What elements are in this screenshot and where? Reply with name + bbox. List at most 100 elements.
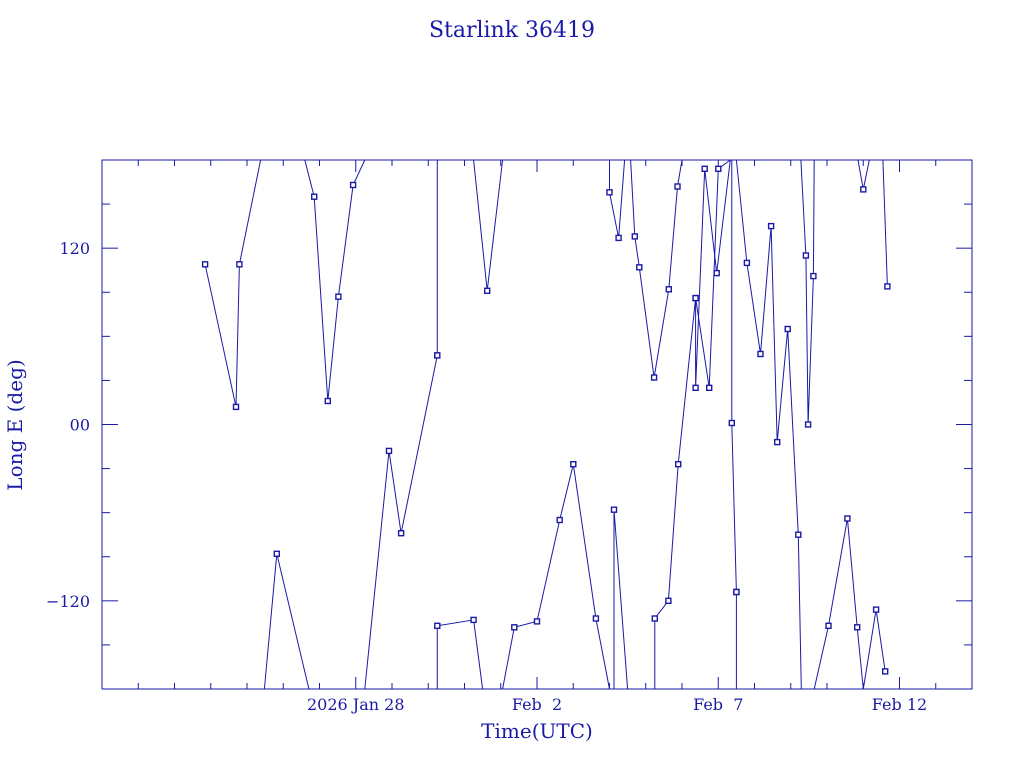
series-line bbox=[364, 355, 438, 690]
plot-frame bbox=[101, 159, 973, 690]
data-point bbox=[273, 550, 280, 557]
data-point bbox=[767, 222, 775, 230]
series-line bbox=[502, 464, 610, 690]
x-tick-label: Feb 7 bbox=[693, 695, 743, 714]
data-point bbox=[610, 506, 618, 513]
data-point bbox=[201, 261, 209, 268]
series-segment-10 bbox=[610, 506, 629, 690]
data-point bbox=[784, 325, 791, 333]
data-point bbox=[825, 622, 832, 629]
y-axis-ticks: 120 00 −120 bbox=[46, 203, 972, 646]
series-line bbox=[609, 159, 626, 238]
series-segment-6 bbox=[434, 616, 484, 690]
data-point bbox=[854, 624, 861, 631]
data-point bbox=[844, 515, 851, 522]
series-segment-19 bbox=[857, 159, 870, 193]
series-line bbox=[204, 159, 262, 408]
series-group bbox=[201, 159, 891, 690]
chart-title: Starlink 36419 bbox=[429, 18, 595, 43]
x-tick-label: Feb 2 bbox=[512, 695, 562, 714]
data-point bbox=[385, 447, 393, 455]
data-point bbox=[795, 531, 802, 538]
data-point bbox=[556, 516, 563, 524]
data-point bbox=[570, 461, 577, 468]
series-segment-3 bbox=[304, 159, 366, 405]
data-point bbox=[860, 186, 867, 193]
data-point bbox=[665, 597, 672, 604]
series-segment-18 bbox=[813, 515, 864, 690]
series-line bbox=[263, 553, 310, 690]
data-point bbox=[872, 606, 880, 613]
series-segment-8 bbox=[502, 461, 610, 690]
data-point bbox=[397, 530, 405, 537]
data-point bbox=[311, 193, 318, 200]
x-tick-label: 2026 Jan 28 bbox=[307, 695, 405, 714]
data-point bbox=[706, 384, 713, 391]
series-line bbox=[613, 509, 629, 690]
data-point bbox=[636, 264, 643, 271]
data-point bbox=[774, 438, 781, 446]
data-point bbox=[236, 261, 243, 268]
series-segment-1 bbox=[201, 159, 262, 411]
x-axis-label: Time(UTC) bbox=[481, 719, 593, 743]
y-tick-label: −120 bbox=[46, 592, 90, 611]
data-point bbox=[511, 624, 518, 631]
series-line bbox=[813, 518, 864, 690]
data-point bbox=[733, 588, 740, 596]
data-point bbox=[882, 668, 889, 675]
data-point bbox=[615, 234, 622, 242]
data-point bbox=[728, 419, 735, 427]
data-point bbox=[692, 294, 699, 302]
y-tick-label: 00 bbox=[70, 416, 90, 435]
series-segment-14 bbox=[735, 159, 802, 690]
data-point bbox=[757, 350, 764, 358]
data-point bbox=[592, 615, 600, 622]
series-line bbox=[304, 159, 366, 402]
data-point bbox=[665, 286, 672, 293]
data-point bbox=[349, 181, 357, 189]
series-segment-21 bbox=[876, 159, 891, 290]
data-point bbox=[884, 283, 891, 290]
data-point bbox=[631, 233, 638, 240]
series-line bbox=[731, 160, 737, 593]
y-axis-label: Long E (deg) bbox=[3, 359, 27, 490]
series-segment-2 bbox=[263, 550, 310, 690]
data-point bbox=[434, 622, 441, 629]
series-segment-5 bbox=[434, 160, 441, 359]
data-point bbox=[674, 183, 681, 190]
series-segment-20 bbox=[862, 606, 889, 690]
data-point bbox=[650, 374, 658, 381]
data-point bbox=[804, 421, 812, 428]
series-line bbox=[436, 619, 484, 690]
series-segment-4 bbox=[364, 352, 441, 690]
series-line bbox=[735, 159, 802, 690]
data-point bbox=[810, 272, 817, 280]
data-point bbox=[533, 618, 541, 625]
data-point bbox=[802, 252, 810, 259]
data-point bbox=[606, 189, 613, 196]
data-point bbox=[713, 269, 720, 277]
data-point bbox=[434, 352, 441, 359]
data-point bbox=[324, 397, 331, 405]
series-segment-9 bbox=[606, 159, 626, 242]
data-point bbox=[470, 616, 477, 624]
y-tick-label: 120 bbox=[59, 239, 90, 258]
x-tick-label: Feb 12 bbox=[872, 695, 927, 714]
series-segment-17 bbox=[800, 159, 817, 428]
x-axis-ticks: 2026 Jan 28 Feb 2 Feb 7 Feb 12 bbox=[137, 160, 937, 714]
data-point bbox=[701, 165, 708, 173]
series-segment-11 bbox=[630, 159, 683, 381]
series-segment-13 bbox=[692, 159, 737, 391]
data-point bbox=[743, 259, 751, 267]
data-point bbox=[484, 287, 491, 294]
series-segment-7 bbox=[473, 159, 504, 294]
series-line bbox=[473, 159, 504, 291]
series-line bbox=[654, 159, 731, 689]
data-point bbox=[692, 384, 699, 391]
series-line bbox=[876, 159, 888, 287]
series-line bbox=[862, 609, 886, 690]
data-point bbox=[335, 293, 342, 300]
series-segment-12 bbox=[651, 159, 731, 689]
data-point bbox=[232, 403, 240, 411]
